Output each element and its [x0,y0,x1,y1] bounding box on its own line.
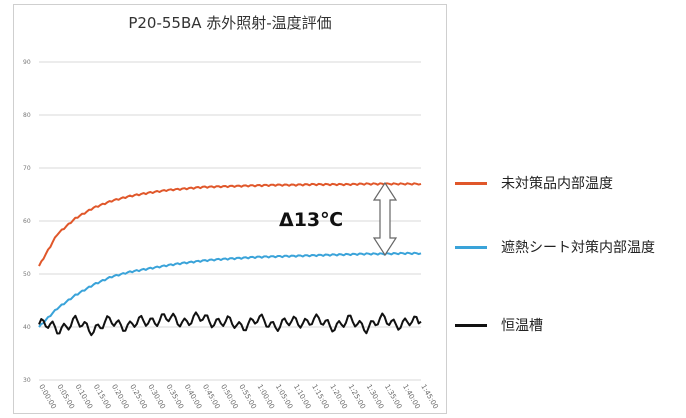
x-tick-label: 1:15:00 [310,383,330,410]
legend-item: 未対策品内部温度 [455,173,613,193]
chart-frame: P20-55BA 赤外照射-温度評価 30 40 50 60 70 80 90 0:00:0… [13,4,447,414]
x-tick-label: 0:45:00 [201,383,221,410]
x-tick-label: 0:40:00 [183,383,203,410]
x-tick-label: 1:40:00 [401,383,421,410]
series-line-2 [39,312,421,335]
y-tick-label: 40 [23,324,31,331]
x-tick-label: 1:20:00 [328,383,348,410]
legend-label: 遮熱シート対策内部温度 [501,237,655,257]
x-tick-label: 1:00:00 [256,383,276,410]
x-tick-label: 0:30:00 [146,383,166,410]
x-tick-label: 0:35:00 [165,383,185,410]
x-tick-label: 0:55:00 [237,383,257,410]
legend-label: 恒温槽 [501,315,543,335]
x-tick-label: 1:25:00 [347,383,367,410]
x-tick-label: 0:00:00 [37,383,57,410]
x-tick-label: 0:20:00 [110,383,130,410]
legend-item: 遮熱シート対策内部温度 [455,237,655,257]
legend-swatch [455,246,487,249]
double-arrow-icon [374,183,396,255]
legend-label: 未対策品内部温度 [501,173,613,193]
x-tick-label: 1:35:00 [383,383,403,410]
y-tick-label: 90 [23,59,31,66]
y-tick-label: 50 [23,271,31,278]
x-tick-label: 0:10:00 [74,383,94,410]
delta-annotation: Δ13℃ [279,209,343,231]
legend-item: 恒温槽 [455,315,543,335]
y-tick-label: 30 [23,377,31,384]
y-tick-label: 80 [23,112,31,119]
x-tick-label: 1:10:00 [292,383,312,410]
y-tick-label: 70 [23,165,31,172]
x-tick-label: 1:30:00 [365,383,385,410]
chart-plot: 30 40 50 60 70 80 90 0:00:000:05:000:10:000:15… [14,5,446,413]
legend: 未対策品内部温度遮熱シート対策内部温度 恒温槽 [455,0,686,418]
x-tick-label: 0:50:00 [219,383,239,410]
x-tick-label: 1:45:00 [419,383,439,410]
x-tick-label: 0:15:00 [92,383,112,410]
legend-swatch [455,324,487,327]
x-tick-label: 0:25:00 [128,383,148,410]
series-line-1 [39,253,421,327]
y-tick-label: 60 [23,218,31,225]
legend-swatch [455,182,487,185]
x-tick-label: 1:05:00 [274,383,294,410]
x-tick-label: 0:05:00 [55,383,75,410]
